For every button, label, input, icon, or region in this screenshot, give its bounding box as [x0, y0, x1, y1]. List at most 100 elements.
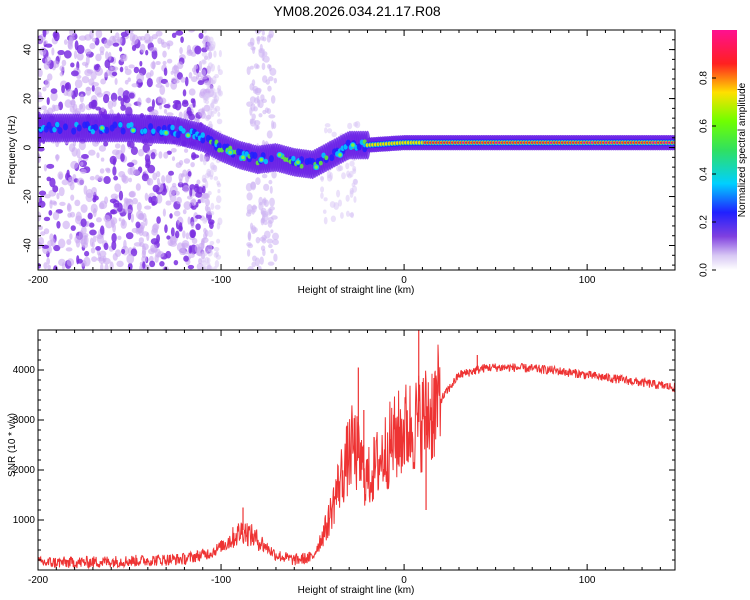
spectrogram-cell: [155, 61, 161, 66]
spectrogram-cell: [212, 266, 217, 270]
spectrogram-cell: [52, 185, 59, 193]
spec-ytick-label: 0: [23, 144, 34, 150]
spectrogram-cell: [267, 64, 271, 69]
spectrogram-cell: [141, 255, 148, 263]
spectrogram-cell: [71, 98, 76, 108]
spectrogram-cell: [50, 88, 58, 94]
spectrogram-cell: [156, 234, 161, 243]
spectrogram-cell: [191, 204, 197, 210]
spectrogram-cell: [159, 85, 166, 96]
spectrogram-cell: [163, 67, 168, 77]
spectrogram-cell: [216, 142, 222, 150]
spectrogram-cell: [187, 171, 192, 177]
spectrogram-cell: [95, 106, 101, 111]
spectrogram-cell: [218, 49, 222, 58]
spectrogram-cell: [182, 89, 187, 97]
spectrogram-cell: [113, 175, 119, 181]
colorbar-gradient: [712, 30, 737, 270]
spectrogram-cell: [207, 52, 211, 61]
spectrogram-cell: [255, 236, 261, 244]
spectrogram-cell: [202, 41, 207, 49]
spectrogram-cell: [329, 201, 336, 208]
spectrogram-cell: [59, 65, 65, 72]
spectrogram-cell: [44, 56, 52, 65]
spectrogram-cell: [156, 76, 163, 85]
spectrogram-cell: [350, 211, 354, 219]
spectrogram-cell: [205, 116, 210, 122]
spectrogram-cell: [90, 71, 97, 80]
spectrogram-cell: [144, 205, 152, 210]
spectrogram-cell: [103, 242, 109, 251]
spectrogram-cell: [186, 106, 192, 116]
spectrogram-cell: [135, 221, 141, 229]
spectrogram-cell: [122, 90, 130, 100]
spectrogram-cell: [76, 255, 80, 265]
spectrogram-cell: [210, 87, 216, 94]
spectrogram-cell: [187, 216, 191, 225]
spectrogram-cell: [155, 30, 163, 37]
colorbar-ticks: 0.0 0.2 0.4 0.6 0.8: [699, 71, 716, 277]
spectrogram-cell: [314, 165, 319, 169]
spec-xtick-label: -200: [28, 275, 48, 286]
spectrogram-cell: [258, 47, 265, 54]
spectrogram-cell: [66, 89, 74, 97]
spectrogram-cell: [80, 204, 88, 213]
spectrogram-cell: [100, 126, 104, 130]
spec-ytick-label: -20: [23, 189, 34, 204]
spectrogram-cell: [246, 249, 251, 257]
spectrogram-cell: [90, 203, 98, 214]
spectrogram-cell: [109, 261, 114, 270]
spectrogram-cell: [57, 50, 65, 56]
spectrogram-cell: [268, 155, 274, 163]
spec-xtick-label: 0: [401, 275, 407, 286]
spectrogram-cell: [189, 187, 193, 198]
spectrogram-cell: [141, 243, 149, 251]
spectrogram-cell: [162, 60, 167, 66]
spectrogram-cell: [81, 61, 88, 66]
spectrogram-cell: [152, 184, 160, 193]
spectrogram-cell: [107, 100, 114, 110]
spectrogram-cell: [67, 212, 72, 218]
spectrogram-cell: [120, 143, 126, 154]
snr-ytick-label: 2000: [13, 465, 36, 476]
spectrogram-cell: [187, 264, 195, 270]
spectrogram-cell: [209, 221, 214, 230]
spectrogram-cell: [200, 59, 207, 65]
spectrogram-cell: [190, 98, 195, 104]
spectrogram-cell: [57, 171, 64, 180]
spectrogram-cell: [112, 121, 118, 129]
spectrogram-cell: [94, 86, 102, 96]
spectrogram-cell: [253, 120, 261, 126]
spectrogram-cell: [201, 185, 206, 194]
spectrogram-cell: [270, 95, 276, 104]
spectrogram-cell: [299, 163, 304, 169]
spectrogram-cell: [131, 44, 137, 52]
spectrogram-cell: [137, 149, 145, 157]
spectrogram-cell: [251, 261, 256, 268]
spectrogram-cell: [257, 98, 261, 108]
spectrogram-cell: [261, 173, 268, 179]
spectrogram-cell: [141, 173, 149, 182]
spectrogram-cell: [155, 83, 163, 88]
spectrogram-cell: [210, 164, 217, 171]
spectrogram-cell: [39, 196, 43, 204]
spectrogram-cell: [173, 79, 180, 84]
spectrogram-cell: [62, 123, 68, 131]
spectrogram-cell: [251, 79, 256, 87]
spectrogram-cell: [128, 64, 135, 69]
spectrogram-cell: [182, 230, 186, 239]
spectrogram-cell: [246, 192, 253, 201]
spectrogram-cell: [252, 227, 258, 233]
spectrogram-cell: [38, 147, 45, 152]
spectrogram-cell: [156, 177, 160, 185]
spectrogram-cell: [267, 85, 272, 92]
spectrogram-cell: [64, 82, 70, 90]
spectrogram-cell: [124, 68, 132, 76]
spectrogram-cell: [131, 34, 139, 45]
spectrogram-cell: [179, 222, 183, 231]
spectrogram-cell: [183, 148, 189, 153]
spectrogram-cell: [200, 198, 207, 203]
spectrogram-cell: [268, 114, 276, 119]
spectrogram-cell: [204, 256, 209, 264]
spectrogram-cell: [259, 256, 264, 265]
